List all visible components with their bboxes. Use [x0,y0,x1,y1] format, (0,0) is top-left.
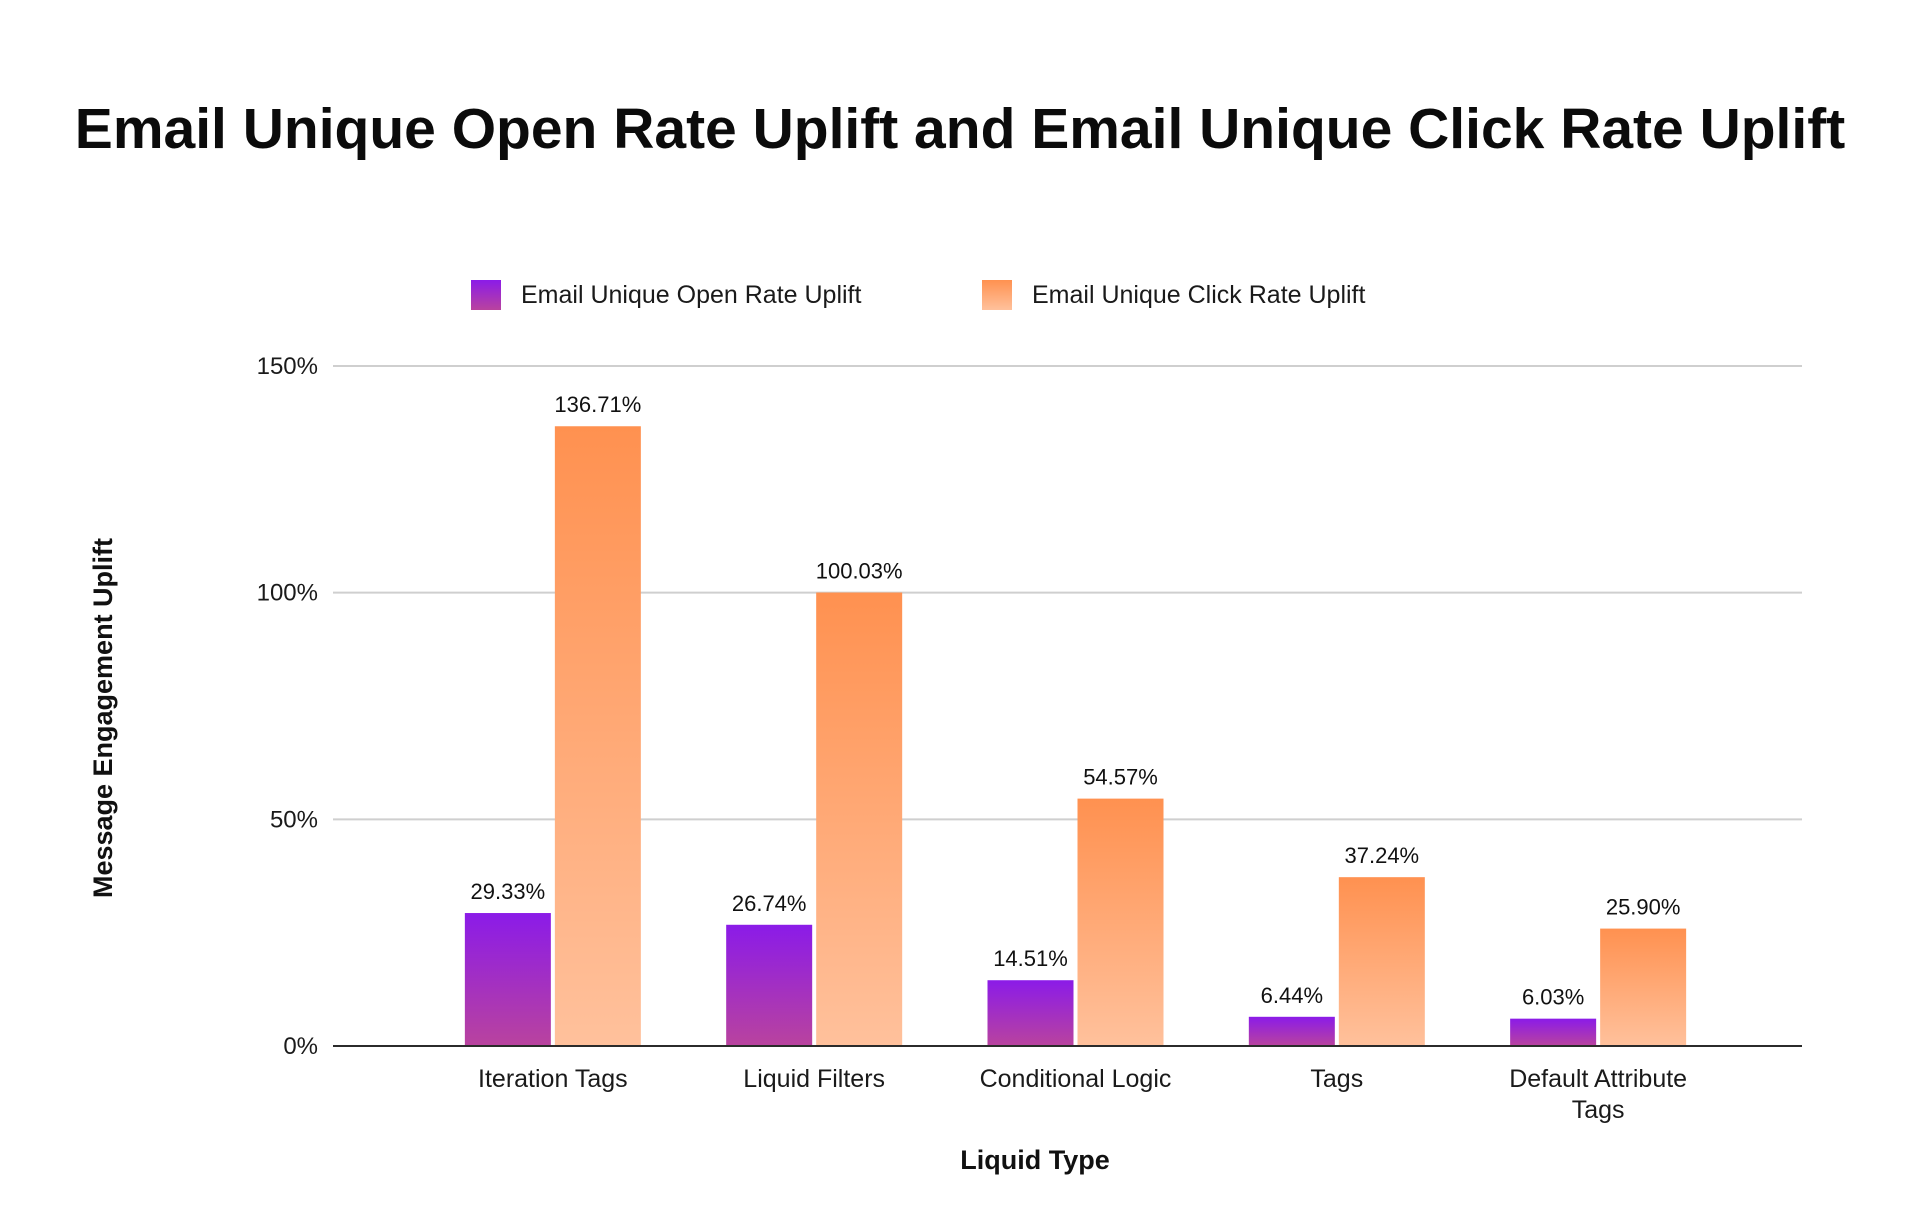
legend-label-open: Email Unique Open Rate Uplift [521,281,861,309]
x-category-label: Tags [1572,1096,1625,1124]
bar-click [1077,798,1164,1046]
data-label-click: 25.90% [1606,895,1681,920]
x-axis-title: Liquid Type [960,1145,1110,1175]
x-category-label: Conditional Logic [980,1065,1172,1093]
data-label-open: 26.74% [732,891,807,916]
x-axis-categories: Iteration Tags Liquid Filters Conditional … [478,1065,1687,1124]
bar-open [464,913,551,1046]
y-tick-label: 100% [257,580,318,607]
y-tick-label: 50% [270,806,318,833]
data-label-click: 100.03% [816,559,903,584]
x-category-label: Tags [1310,1065,1363,1093]
bar-click [1600,928,1687,1046]
legend-label-click: Email Unique Click Rate Uplift [1032,281,1366,309]
legend-swatch-click [982,280,1012,310]
bar-open [726,924,813,1046]
data-label-click: 37.24% [1345,843,1420,868]
y-tick-label: 0% [283,1033,318,1060]
y-axis-title: Message Engagement Uplift [88,538,118,898]
data-label-click: 54.57% [1083,765,1158,790]
y-axis-ticks: 0% 50% 100% 150% [257,353,318,1060]
bar-click [816,592,903,1046]
legend-swatch-open [471,280,501,310]
bar-click [1338,877,1425,1046]
bar-open [1510,1018,1597,1046]
data-label-open: 6.44% [1261,983,1323,1008]
y-tick-label: 150% [257,353,318,380]
bars [464,426,1687,1046]
x-category-label: Liquid Filters [743,1065,885,1093]
data-label-click: 136.71% [554,392,641,417]
data-label-open: 6.03% [1522,985,1584,1010]
gridlines [333,365,1802,821]
x-category-label: Iteration Tags [478,1065,628,1093]
x-category-label: Default Attribute [1509,1065,1687,1093]
legend: Email Unique Open Rate Uplift Email Uniqu… [471,280,1366,310]
chart-title: Email Unique Open Rate Uplift and Email … [75,97,1845,161]
data-label-open: 29.33% [471,879,546,904]
bar-open [1248,1016,1335,1046]
data-labels: 29.33% 136.71% 26.74% 100.03% 14.51% 54.57% 6.… [471,392,1681,1009]
bar-open [987,980,1074,1046]
data-label-open: 14.51% [993,946,1068,971]
bar-click [554,426,641,1046]
